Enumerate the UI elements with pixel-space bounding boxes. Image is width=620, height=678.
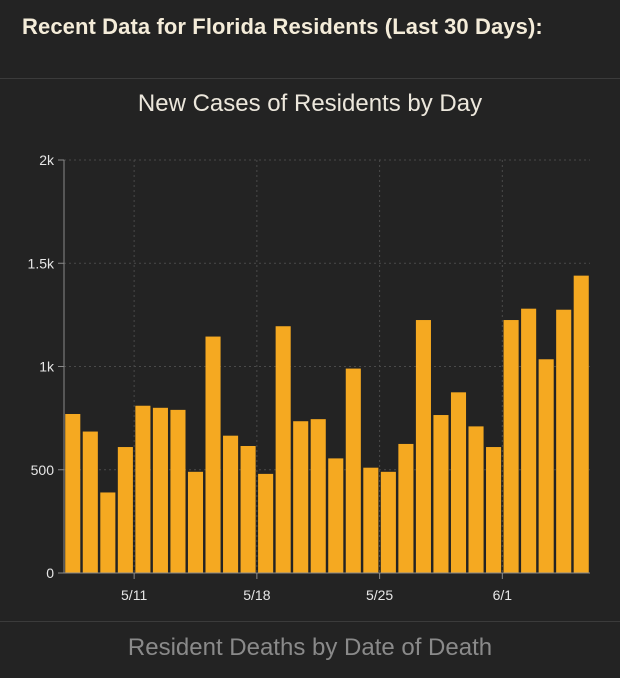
bar-5-22[interactable]: [328, 458, 344, 573]
bar-5-28[interactable]: [433, 415, 449, 573]
bar-5-24[interactable]: [363, 467, 379, 573]
y-tick-label: 1.5k: [28, 255, 55, 271]
bar-6-3[interactable]: [538, 359, 554, 573]
bar-5-30[interactable]: [468, 426, 484, 573]
bar-5-11[interactable]: [135, 405, 151, 573]
bar-6-1[interactable]: [503, 320, 519, 573]
bar-5-23[interactable]: [345, 368, 361, 573]
x-tick-label: 5/18: [243, 587, 270, 603]
bar-5-16[interactable]: [223, 435, 239, 573]
bar-5-20[interactable]: [293, 421, 309, 573]
bar-5-25[interactable]: [380, 471, 396, 573]
bar-6-5[interactable]: [573, 275, 589, 573]
y-tick-label: 2k: [39, 152, 55, 168]
bar-5-9[interactable]: [100, 492, 116, 573]
bar-5-19[interactable]: [275, 326, 291, 573]
bar-5-31[interactable]: [486, 447, 502, 573]
bar-5-29[interactable]: [450, 392, 467, 573]
bar-5-15[interactable]: [205, 336, 221, 573]
panel-header: Recent Data for Florida Residents (Last …: [0, 0, 620, 79]
axis-layer: [58, 159, 590, 579]
bar-6-2[interactable]: [521, 308, 537, 573]
bar-5-26[interactable]: [398, 443, 414, 573]
bar-5-10[interactable]: [117, 447, 133, 573]
bar-5-21[interactable]: [310, 419, 326, 573]
grid-layer: [64, 159, 590, 573]
bar-5-17[interactable]: [240, 446, 256, 573]
label-layer: 0 500 1k 1.5k 2k 5/11 5/18 5/25 6/1: [28, 152, 513, 603]
bar-6-4[interactable]: [556, 309, 572, 573]
bar-5-7[interactable]: [65, 413, 81, 573]
x-tick-label: 6/1: [493, 587, 513, 603]
bar-layer: [65, 275, 589, 573]
bar-5-14[interactable]: [187, 471, 204, 573]
footer-divider: [0, 621, 620, 622]
bar-5-18[interactable]: [258, 473, 274, 573]
x-tick-label: 5/11: [121, 587, 147, 603]
y-tick-label: 0: [46, 565, 54, 581]
bar-5-12[interactable]: [152, 407, 168, 573]
y-tick-label: 500: [31, 462, 55, 478]
y-tick-label: 1k: [39, 359, 55, 375]
x-tick-label: 5/25: [366, 587, 393, 603]
panel-header-title: Recent Data for Florida Residents (Last …: [22, 14, 543, 39]
footer-chart-title: Resident Deaths by Date of Death: [127, 634, 493, 661]
bar-5-27[interactable]: [415, 320, 431, 573]
bar-5-8[interactable]: [82, 431, 98, 573]
chart-title: New Cases of Residents by Day: [137, 90, 483, 117]
bar-5-13[interactable]: [170, 409, 186, 573]
